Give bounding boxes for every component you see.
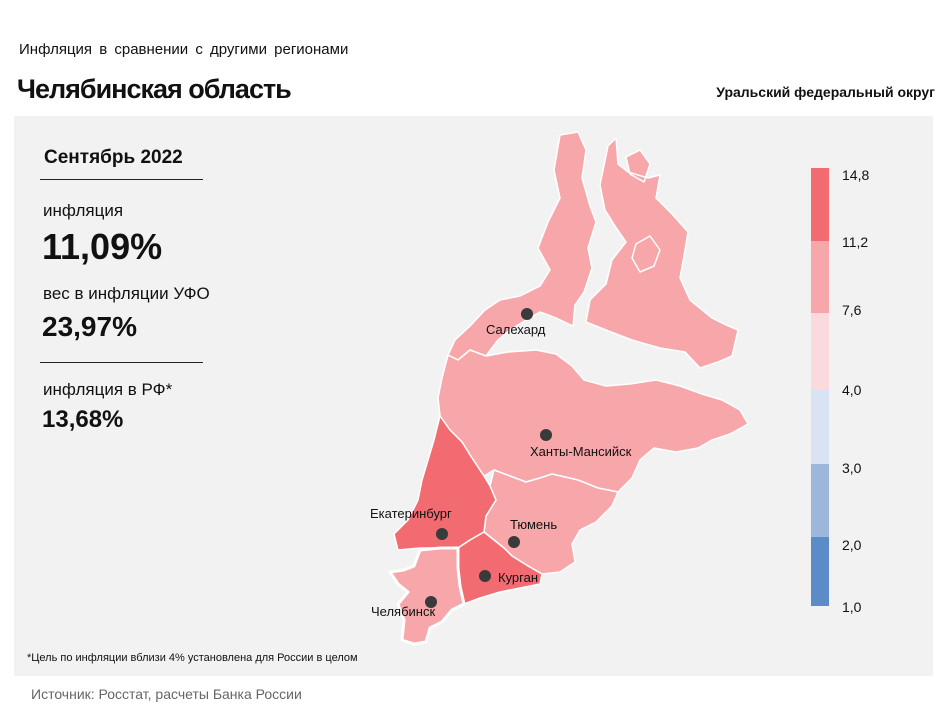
city-label-kurgan: Курган <box>498 570 538 585</box>
city-label-salekhard: Салехард <box>486 322 546 337</box>
inflation-label: инфляция <box>43 201 124 220</box>
region-khmao[interactable] <box>437 349 749 493</box>
divider-bottom <box>40 362 203 363</box>
period-label: Сентябрь 2022 <box>44 147 183 168</box>
chart-subtitle: Инфляция в сравнении с другими регионами <box>19 41 349 58</box>
legend-tick-3: 4,0 <box>842 382 862 398</box>
region-title: Челябинская область <box>17 74 292 104</box>
city-dot-salekhard[interactable] <box>521 308 533 320</box>
city-label-khanty: Ханты-Мансийск <box>530 444 632 459</box>
legend-tick-5: 2,0 <box>842 537 862 553</box>
weight-value: 23,97% <box>42 311 137 342</box>
divider-top <box>40 179 203 180</box>
city-dot-tyumen[interactable] <box>508 536 520 548</box>
inflation-value: 11,09% <box>42 226 163 267</box>
region-yamal[interactable] <box>447 131 739 369</box>
source-note: Источник: Росстат, расчеты Банка России <box>31 686 302 702</box>
city-dot-kurgan[interactable] <box>479 570 491 582</box>
legend-swatch-2 <box>811 313 829 389</box>
footnote: *Цель по инфляции вблизи 4% установлена … <box>27 652 358 664</box>
legend-swatch-0 <box>811 168 829 241</box>
weight-label: вес в инфляции УФО <box>43 284 210 303</box>
rf-inflation-label: инфляция в РФ* <box>43 380 173 399</box>
legend-tick-4: 3,0 <box>842 460 862 476</box>
city-label-tyumen: Тюмень <box>510 517 557 532</box>
legend-swatch-1 <box>811 241 829 313</box>
legend-swatch-5 <box>811 537 829 606</box>
legend-tick-1: 11,2 <box>842 234 868 250</box>
city-label-chelyabinsk: Челябинск <box>371 604 435 619</box>
rf-inflation-value: 13,68% <box>42 406 124 433</box>
city-label-ekaterinburg: Екатеринбург <box>370 506 452 521</box>
legend-swatch-3 <box>811 389 829 464</box>
legend-tick-6: 1,0 <box>842 599 862 615</box>
legend-tick-0: 14,8 <box>842 167 869 183</box>
color-legend: 14,8 11,2 7,6 4,0 3,0 2,0 1,0 <box>811 167 869 615</box>
city-dot-ekaterinburg[interactable] <box>436 528 448 540</box>
region-chelyabinsk[interactable] <box>388 546 466 646</box>
city-dot-chelyabinsk[interactable] <box>425 596 437 608</box>
legend-swatch-4 <box>811 464 829 537</box>
city-dot-khanty[interactable] <box>540 429 552 441</box>
legend-tick-2: 7,6 <box>842 302 862 318</box>
district-label: Уральский федеральный округ <box>716 84 935 100</box>
